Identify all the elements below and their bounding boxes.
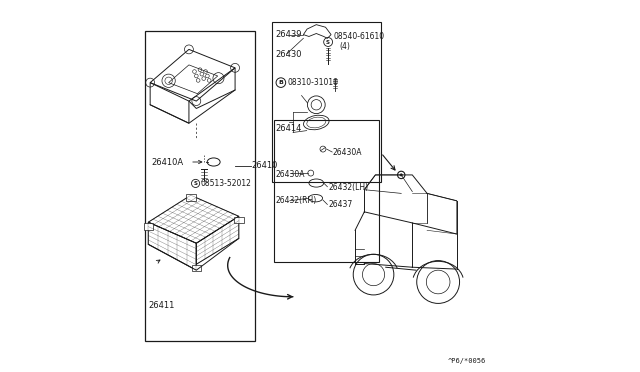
Text: 26432(LH): 26432(LH) [328, 183, 368, 192]
Text: 26410A: 26410A [151, 157, 183, 167]
Text: 26432(RH): 26432(RH) [276, 196, 317, 205]
Text: 26414: 26414 [276, 124, 302, 133]
Bar [234, 217, 244, 223]
Text: 26430A: 26430A [333, 148, 362, 157]
Circle shape [400, 174, 403, 176]
Bar [186, 195, 196, 201]
Bar [145, 31, 255, 341]
Text: 08540-61610: 08540-61610 [333, 32, 385, 41]
Text: 26437: 26437 [328, 200, 353, 209]
Text: 26410: 26410 [252, 161, 278, 170]
Text: S: S [326, 39, 330, 45]
Text: S: S [193, 181, 198, 186]
Bar [191, 264, 201, 271]
Bar [143, 223, 153, 230]
Text: 08310-31010: 08310-31010 [287, 78, 339, 87]
Text: B: B [278, 80, 284, 85]
Text: 08513-52012: 08513-52012 [200, 179, 251, 188]
Bar [274, 119, 379, 262]
Text: 26430: 26430 [276, 51, 302, 60]
Bar [272, 22, 381, 182]
Text: 26411: 26411 [148, 301, 175, 311]
Text: 26439: 26439 [276, 30, 302, 39]
Text: ^P6/*0056: ^P6/*0056 [447, 358, 486, 364]
Text: (4): (4) [339, 42, 350, 51]
Text: 26430A: 26430A [276, 170, 305, 179]
